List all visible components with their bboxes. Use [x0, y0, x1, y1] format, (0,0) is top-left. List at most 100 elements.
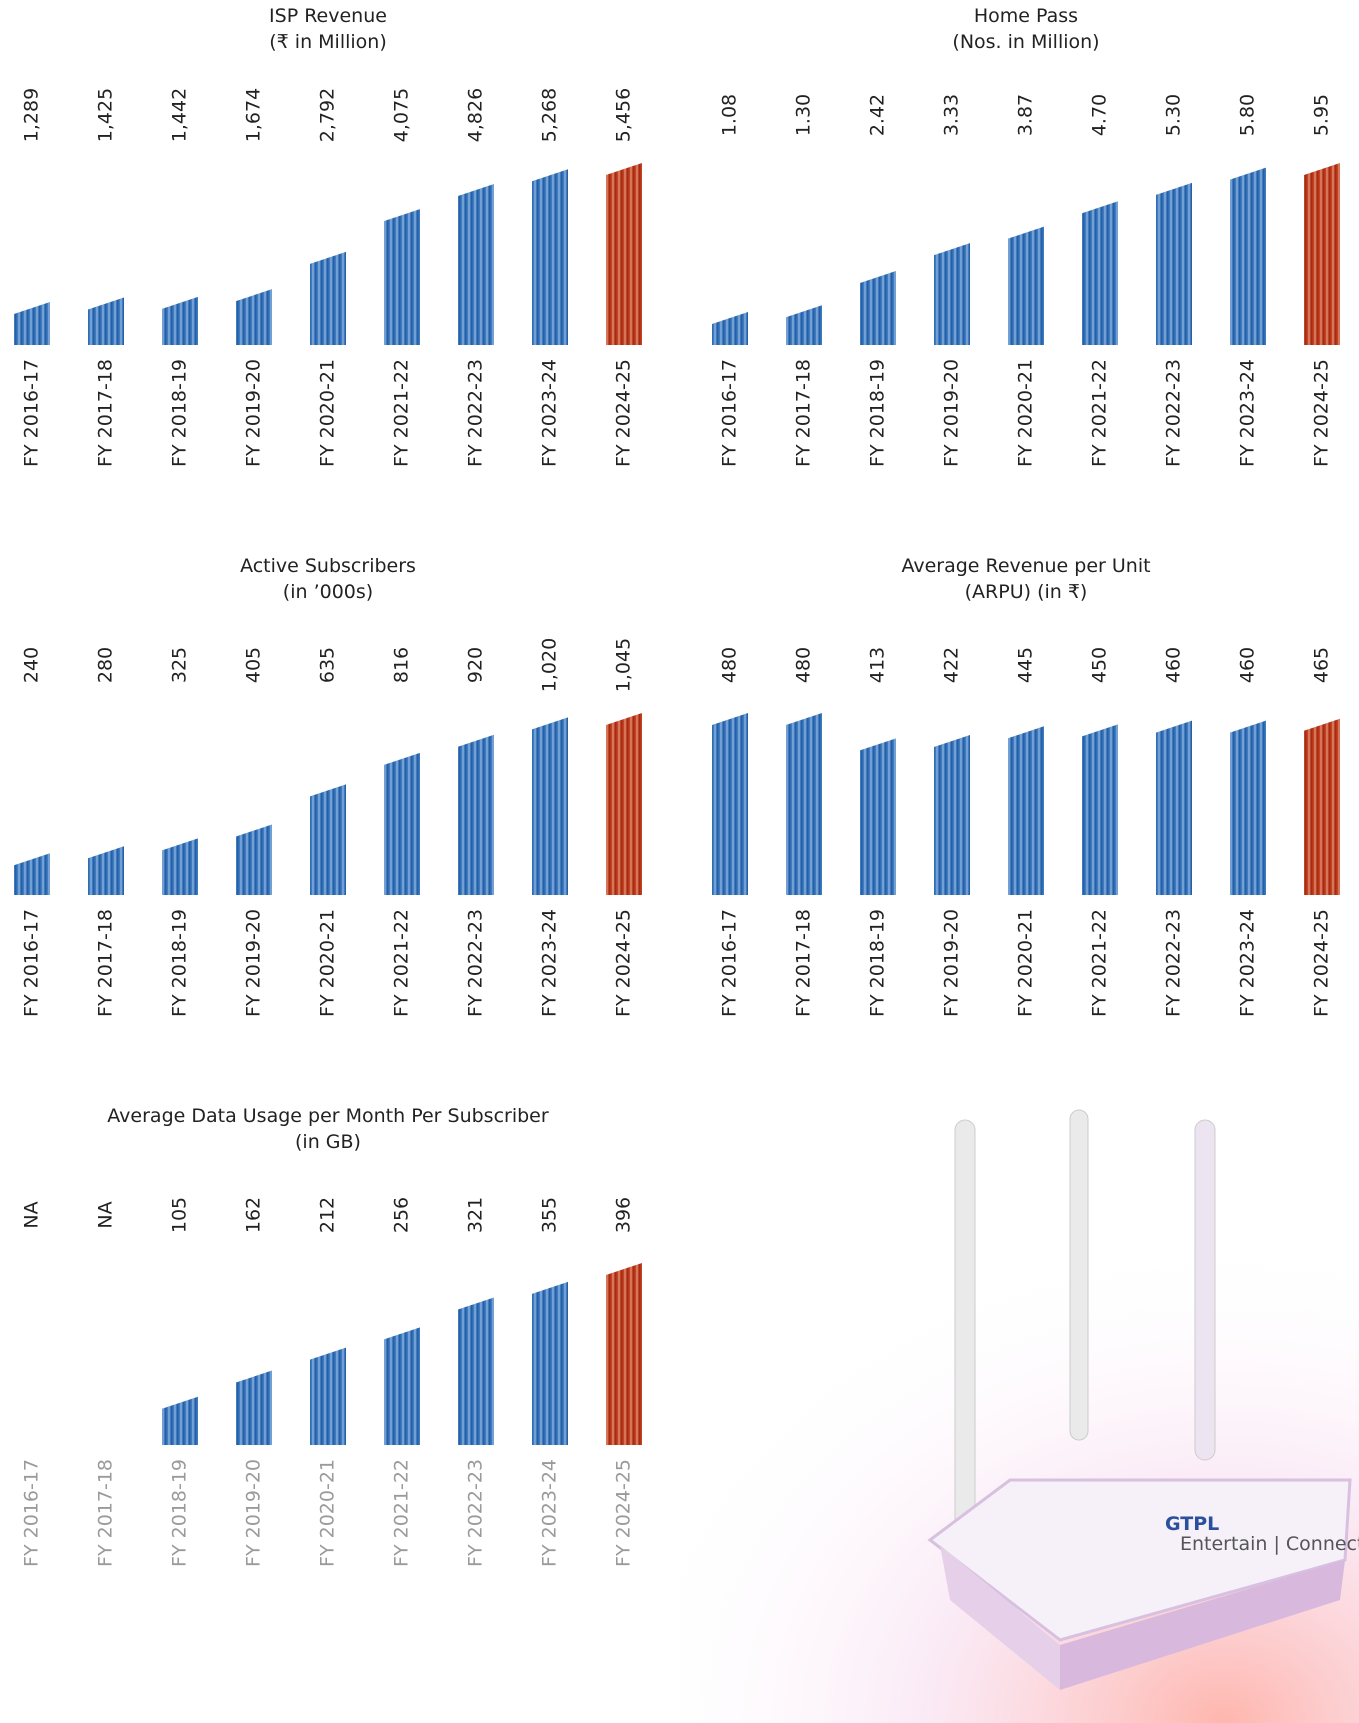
value-label: 1,020: [539, 638, 561, 692]
value-label: 212: [317, 1197, 339, 1233]
bar-sheen: [458, 184, 494, 345]
x-tick-label: FY 2018-19: [169, 359, 191, 467]
x-tick-label: FY 2017-18: [793, 359, 815, 467]
logo-tagline: Entertain | Connect: [1180, 1533, 1359, 1555]
value-label: 465: [1311, 647, 1333, 683]
x-tick-label: FY 2019-20: [243, 909, 265, 1017]
bar-sheen: [860, 271, 896, 345]
bar-sheen: [712, 713, 748, 895]
x-tick-label: FY 2017-18: [95, 909, 117, 1017]
value-label: 1,425: [95, 88, 117, 142]
bar-sheen: [236, 824, 272, 895]
x-tick-label: FY 2024-25: [1311, 909, 1333, 1017]
value-label: 5,456: [613, 88, 635, 142]
bar-sheen: [786, 305, 822, 345]
x-tick-label: FY 2016-17: [21, 909, 43, 1017]
x-tick-label: FY 2016-17: [21, 1459, 43, 1567]
x-tick-label: FY 2021-22: [391, 1459, 413, 1567]
x-tick-label: FY 2019-20: [941, 359, 963, 467]
x-tick-label: FY 2022-23: [465, 909, 487, 1017]
value-label: 2,792: [317, 88, 339, 142]
bar-sheen: [14, 853, 50, 895]
x-tick-label: FY 2022-23: [465, 1459, 487, 1567]
x-tick-label: FY 2023-24: [539, 359, 561, 467]
bar-sheen: [532, 169, 568, 345]
value-label: 405: [243, 647, 265, 683]
bar-sheen: [310, 784, 346, 895]
bar-sheen: [236, 289, 272, 345]
bar-sheen: [532, 717, 568, 895]
value-label: 1,045: [613, 638, 635, 692]
x-tick-label: FY 2016-17: [719, 359, 741, 467]
value-label: 480: [793, 647, 815, 683]
x-tick-label: FY 2024-25: [613, 909, 635, 1017]
value-label: 3.87: [1015, 94, 1037, 136]
x-tick-label: FY 2024-25: [613, 359, 635, 467]
value-label: 321: [465, 1197, 487, 1233]
value-label: 816: [391, 647, 413, 683]
bar-sheen: [1230, 721, 1266, 895]
value-label: 4,075: [391, 88, 413, 142]
page: GTPL Entertain | Connect ISP Revenue(₹ i…: [0, 0, 1359, 1723]
value-label: 635: [317, 647, 339, 683]
chart-title: Active Subscribers: [240, 555, 416, 577]
x-tick-label: FY 2016-17: [719, 909, 741, 1017]
chart-subtitle: (₹ in Million): [269, 31, 387, 53]
bar-sheen: [712, 312, 748, 345]
x-tick-label: FY 2021-22: [391, 359, 413, 467]
bar-sheen: [1008, 227, 1044, 345]
x-tick-label: FY 2022-23: [1163, 359, 1185, 467]
x-tick-label: FY 2016-17: [21, 359, 43, 467]
bar-sheen: [1304, 719, 1340, 895]
value-label: NA: [21, 1201, 43, 1228]
bar-sheen: [384, 1327, 420, 1445]
x-tick-label: FY 2019-20: [243, 1459, 265, 1567]
x-tick-label: FY 2022-23: [465, 359, 487, 467]
x-tick-label: FY 2018-19: [867, 909, 889, 1017]
x-tick-label: FY 2021-22: [1089, 359, 1111, 467]
x-tick-label: FY 2023-24: [1237, 359, 1259, 467]
x-tick-label: FY 2019-20: [243, 359, 265, 467]
x-tick-label: FY 2018-19: [169, 909, 191, 1017]
x-tick-label: FY 2019-20: [941, 909, 963, 1017]
bar-sheen: [162, 297, 198, 345]
value-label: NA: [95, 1201, 117, 1228]
value-label: 445: [1015, 647, 1037, 683]
bar-sheen: [14, 302, 50, 345]
bar-sheen: [532, 1282, 568, 1445]
bar-sheen: [1082, 724, 1118, 895]
chart-subtitle: (in GB): [295, 1131, 361, 1153]
bar-sheen: [934, 243, 970, 345]
value-label: 1,289: [21, 88, 43, 142]
bar-sheen: [384, 209, 420, 345]
value-label: 1,674: [243, 88, 265, 142]
x-tick-label: FY 2018-19: [867, 359, 889, 467]
x-tick-label: FY 2020-21: [317, 359, 339, 467]
x-tick-label: FY 2017-18: [95, 1459, 117, 1567]
value-label: 413: [867, 647, 889, 683]
value-label: 256: [391, 1197, 413, 1233]
bar-sheen: [310, 1348, 346, 1445]
bar-sheen: [384, 753, 420, 895]
x-tick-label: FY 2020-21: [317, 909, 339, 1017]
value-label: 105: [169, 1197, 191, 1233]
x-tick-label: FY 2023-24: [539, 1459, 561, 1567]
value-label: 396: [613, 1197, 635, 1233]
bar-sheen: [236, 1371, 272, 1445]
bar-sheen: [786, 713, 822, 895]
chart-title: ISP Revenue: [269, 5, 387, 27]
value-label: 5.95: [1311, 94, 1333, 136]
x-tick-label: FY 2020-21: [317, 1459, 339, 1567]
x-tick-label: FY 2024-25: [613, 1459, 635, 1567]
x-tick-label: FY 2020-21: [1015, 909, 1037, 1017]
bar-sheen: [1008, 726, 1044, 895]
bar-sheen: [606, 713, 642, 895]
x-tick-label: FY 2023-24: [1237, 909, 1259, 1017]
bar-sheen: [1230, 168, 1266, 345]
value-label: 460: [1163, 647, 1185, 683]
chart-subtitle: (ARPU) (in ₹): [965, 581, 1088, 603]
bar-sheen: [310, 252, 346, 345]
chart-title: Average Revenue per Unit: [901, 555, 1150, 577]
value-label: 450: [1089, 647, 1111, 683]
bar-sheen: [458, 735, 494, 895]
